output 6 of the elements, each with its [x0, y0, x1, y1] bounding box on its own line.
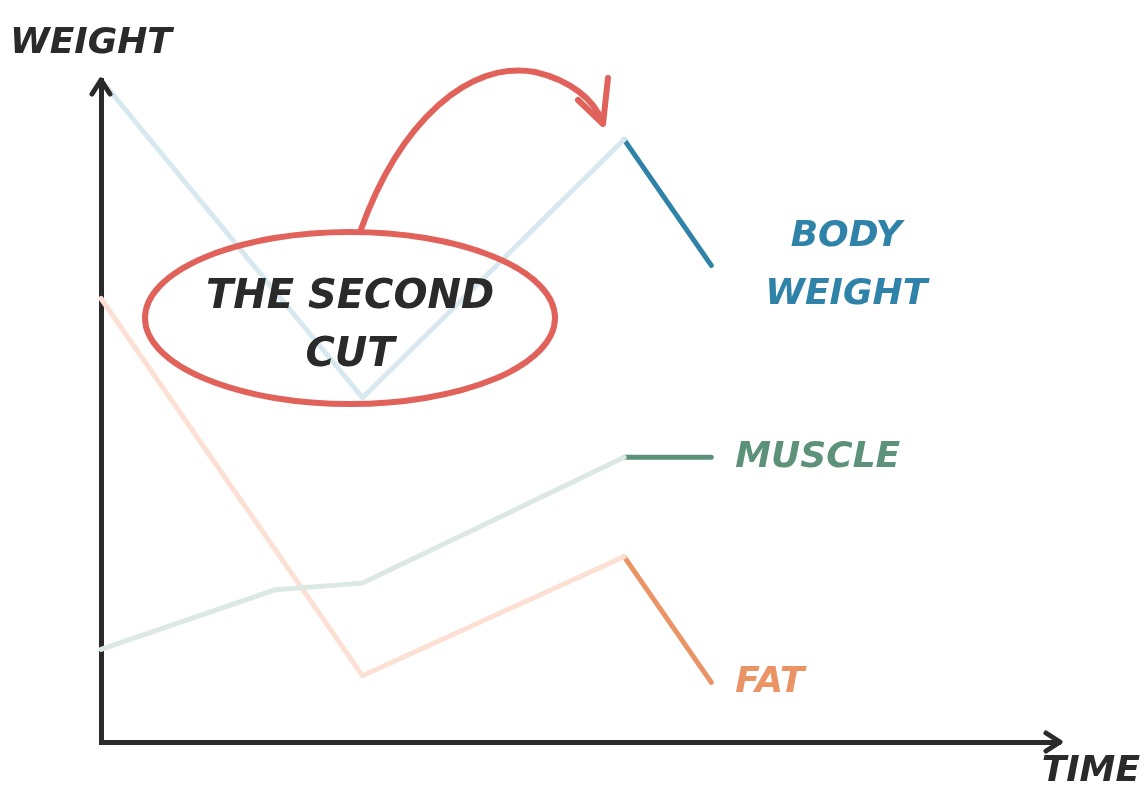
series-label: BODY WEIGHT — [765, 212, 930, 312]
y-axis-title: WEIGHT — [10, 20, 175, 62]
annotation: THE SECOND CUT — [204, 270, 496, 377]
series-label: FAT — [735, 658, 807, 700]
x-axis-title: TIME — [1041, 748, 1141, 790]
series-label: MUSCLE — [735, 433, 901, 475]
